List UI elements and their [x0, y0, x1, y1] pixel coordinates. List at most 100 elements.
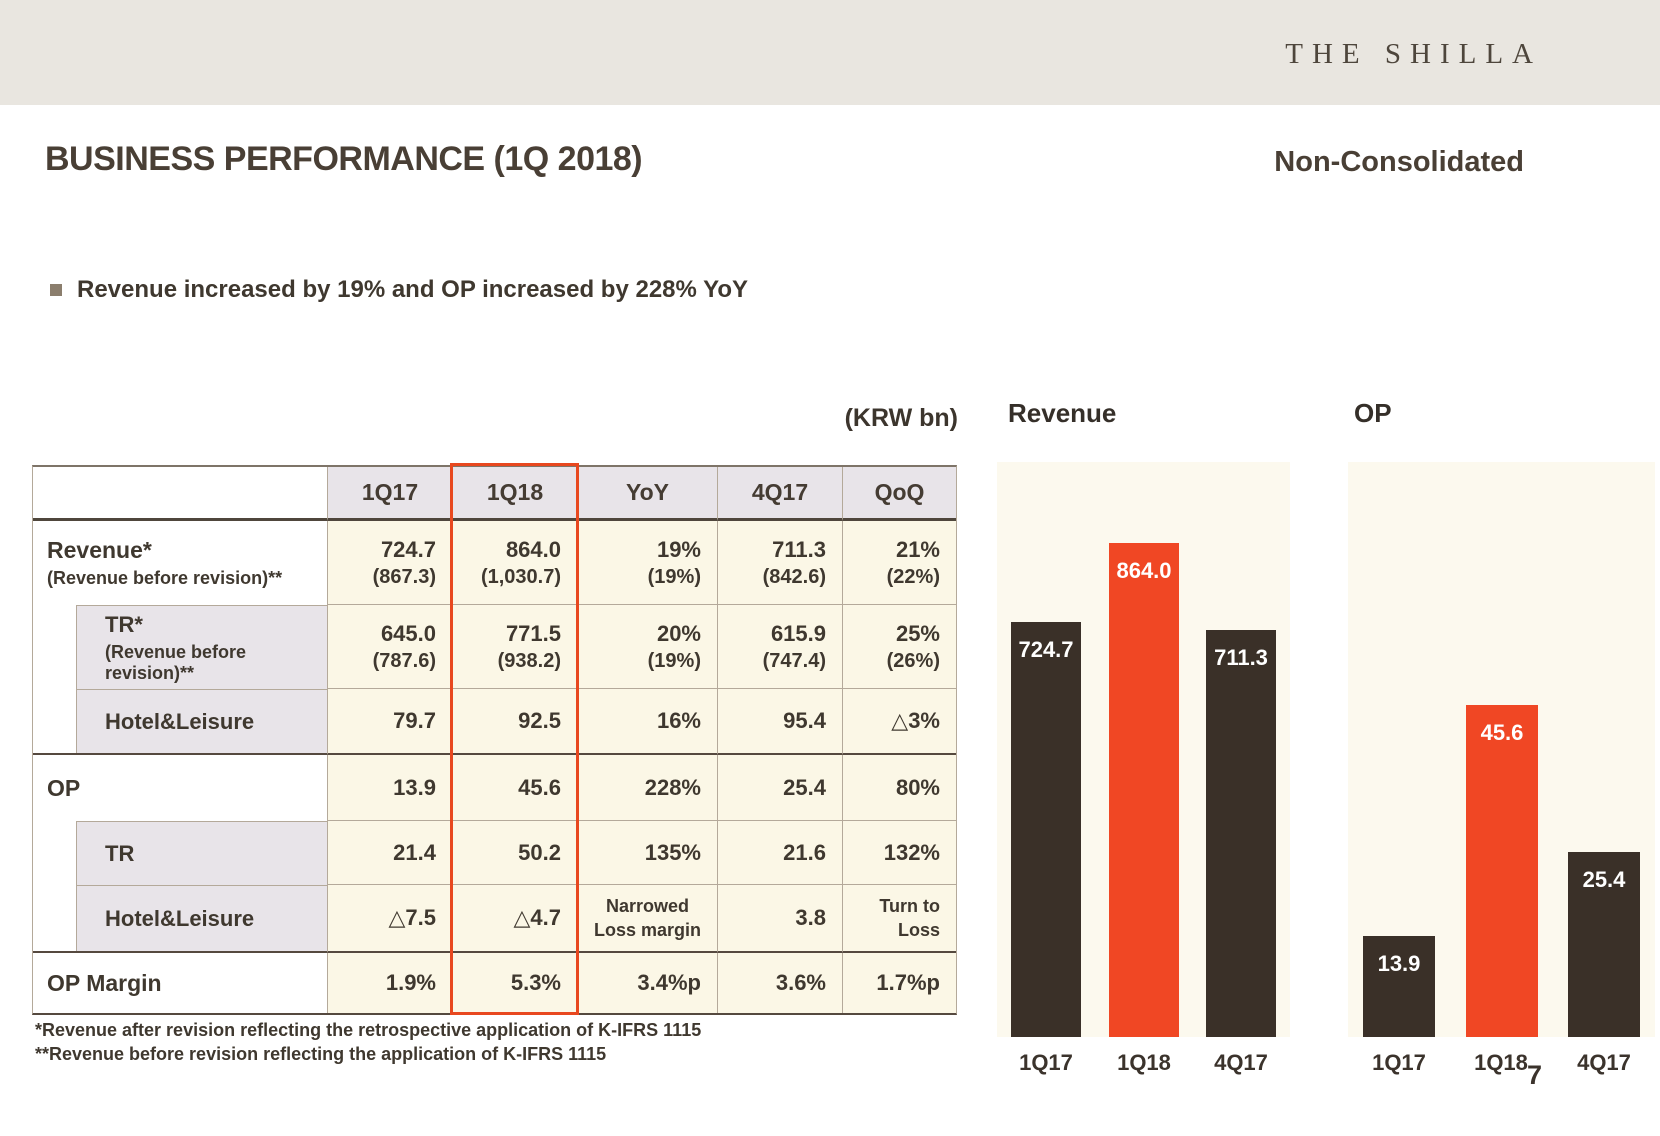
bar-1q18: 45.6 — [1466, 705, 1538, 1037]
cell-value: △3% — [891, 708, 940, 733]
column-header-1q17: 1Q17 — [328, 467, 453, 521]
cell-tr-op-1q17: 21.4 — [328, 821, 453, 885]
cell-value: 79.7 — [393, 708, 436, 733]
cell-revenue-4q17: 711.3 (842.6) — [718, 521, 843, 605]
x-axis-label-1q18: 1Q18 — [1117, 1050, 1171, 1075]
cell-value: 228% — [644, 774, 701, 800]
cell-opm-1q18: 5.3% — [453, 953, 578, 1013]
cell-subvalue: (19%) — [647, 565, 701, 588]
cell-subvalue: (22%) — [886, 565, 940, 588]
row-label-hotel-leisure-op: Hotel&Leisure — [33, 885, 328, 953]
bullet-square-icon — [50, 284, 62, 296]
cell-value: 13.9 — [393, 774, 436, 800]
row-label-text: OP — [47, 774, 81, 801]
cell-hl-4q17: 95.4 — [718, 689, 843, 755]
cell-subvalue: (1,030.7) — [480, 565, 561, 588]
cell-revenue-1q18: 864.0 (1,030.7) — [453, 521, 578, 605]
cell-subvalue: (19%) — [647, 649, 701, 672]
cell-value: 711.3 — [772, 536, 826, 562]
row-label-block: Hotel&Leisure — [76, 689, 327, 753]
bar-value-label: 45.6 — [1480, 720, 1524, 745]
x-axis-label-1q17: 1Q17 — [1019, 1050, 1073, 1075]
bar-4q17: 25.4 — [1568, 852, 1640, 1037]
x-axis-label-4q17: 4Q17 — [1214, 1050, 1268, 1075]
cell-value: 132% — [883, 839, 940, 865]
header-band — [0, 0, 1660, 105]
column-header-blank — [33, 467, 328, 521]
cell-hl-yoy: 16% — [578, 689, 718, 755]
cell-value: 1.9% — [385, 970, 436, 995]
cell-tr-1q17: 645.0 (787.6) — [328, 605, 453, 689]
column-header-1q18: 1Q18 — [453, 467, 578, 521]
cell-opm-yoy: 3.4%p — [578, 953, 718, 1013]
cell-subvalue: (787.6) — [372, 649, 436, 672]
cell-value: 1.7%p — [876, 970, 940, 995]
row-label-op: OP — [33, 755, 328, 821]
cell-value: 80% — [895, 774, 940, 800]
bar-value-label: 864.0 — [1116, 558, 1172, 583]
cell-tr-op-yoy: 135% — [578, 821, 718, 885]
cell-value: △7.5 — [388, 905, 436, 930]
revenue-chart: 724.7 864.0 711.3 1Q17 1Q18 4Q17 — [997, 462, 1290, 1080]
x-axis-label-4q17: 4Q17 — [1577, 1050, 1631, 1075]
cell-value: 135% — [644, 839, 701, 865]
key-message: Revenue increased by 19% and OP increase… — [77, 276, 748, 303]
cell-value: 615.9 — [770, 620, 826, 646]
cell-tr-op-4q17: 21.6 — [718, 821, 843, 885]
bar-1q17: 724.7 — [1011, 622, 1081, 1037]
key-message-row: Revenue increased by 19% and OP increase… — [50, 276, 748, 304]
cell-value: 3.6% — [775, 970, 826, 995]
row-label-block: TR* (Revenue before revision)** — [76, 605, 327, 689]
row-label-tr-op: TR — [33, 821, 328, 885]
row-label-tr-revenue: TR* (Revenue before revision)** — [33, 605, 328, 689]
footnotes: *Revenue after revision reflecting the r… — [35, 1018, 701, 1066]
cell-value: 25.4 — [783, 774, 826, 800]
cell-hl-qoq: △3% — [843, 689, 956, 755]
cell-tr-4q17: 615.9 (747.4) — [718, 605, 843, 689]
performance-table: 1Q17 1Q18 YoY 4Q17 QoQ Revenue* (Revenue… — [32, 465, 957, 1015]
cell-opm-1q17: 1.9% — [328, 953, 453, 1013]
cell-hl-op-1q17: △7.5 — [328, 885, 453, 953]
bar-value-label: 25.4 — [1582, 867, 1626, 892]
bar-value-label: 724.7 — [1018, 637, 1074, 662]
bar-value-label: 13.9 — [1377, 951, 1421, 976]
bar-1q18: 864.0 — [1109, 543, 1179, 1037]
row-label-text: Hotel&Leisure — [105, 905, 255, 931]
row-label-text: Hotel&Leisure — [105, 708, 255, 734]
cell-value: 21.6 — [783, 839, 826, 865]
row-label-revenue: Revenue* (Revenue before revision)** — [33, 521, 328, 605]
cell-hl-op-yoy: Narrowed Loss margin — [578, 885, 718, 953]
cell-value: 5.3% — [510, 970, 561, 995]
row-sublabel-text: (Revenue before revision)** — [105, 641, 247, 683]
cell-revenue-1q17: 724.7 (867.3) — [328, 521, 453, 605]
row-label-block: Hotel&Leisure — [76, 885, 327, 951]
column-header-qoq: QoQ — [843, 467, 956, 521]
row-label-block: TR — [76, 821, 327, 885]
cell-subvalue: (842.6) — [762, 565, 826, 588]
footnote-1: *Revenue after revision reflecting the r… — [35, 1020, 702, 1040]
cell-value: 21.4 — [393, 839, 436, 865]
column-header-yoy: YoY — [578, 467, 718, 521]
cell-tr-yoy: 20% (19%) — [578, 605, 718, 689]
bar-4q17: 711.3 — [1206, 630, 1276, 1037]
row-label-text: TR* — [105, 611, 143, 637]
row-label-hotel-leisure-revenue: Hotel&Leisure — [33, 689, 328, 755]
cell-value: Turn to Loss — [879, 896, 940, 940]
cell-tr-1q18: 771.5 (938.2) — [453, 605, 578, 689]
cell-op-1q17: 13.9 — [328, 755, 453, 821]
revenue-chart-plot: 724.7 864.0 711.3 — [997, 462, 1290, 1037]
x-axis-label-1q17: 1Q17 — [1372, 1050, 1426, 1075]
cell-value: 864.0 — [505, 536, 561, 562]
cell-value: 25% — [895, 620, 940, 646]
cell-subvalue: (747.4) — [762, 649, 826, 672]
footnote-2: **Revenue before revision reflecting the… — [35, 1044, 607, 1064]
row-label-text: TR — [105, 840, 135, 866]
row-label-text: OP Margin — [47, 969, 162, 996]
cell-op-yoy: 228% — [578, 755, 718, 821]
cell-hl-1q18: 92.5 — [453, 689, 578, 755]
cell-value: 19% — [656, 536, 701, 562]
page-number: 7 — [1526, 1060, 1542, 1090]
cell-value: 3.4%p — [637, 970, 701, 995]
cell-hl-1q17: 79.7 — [328, 689, 453, 755]
